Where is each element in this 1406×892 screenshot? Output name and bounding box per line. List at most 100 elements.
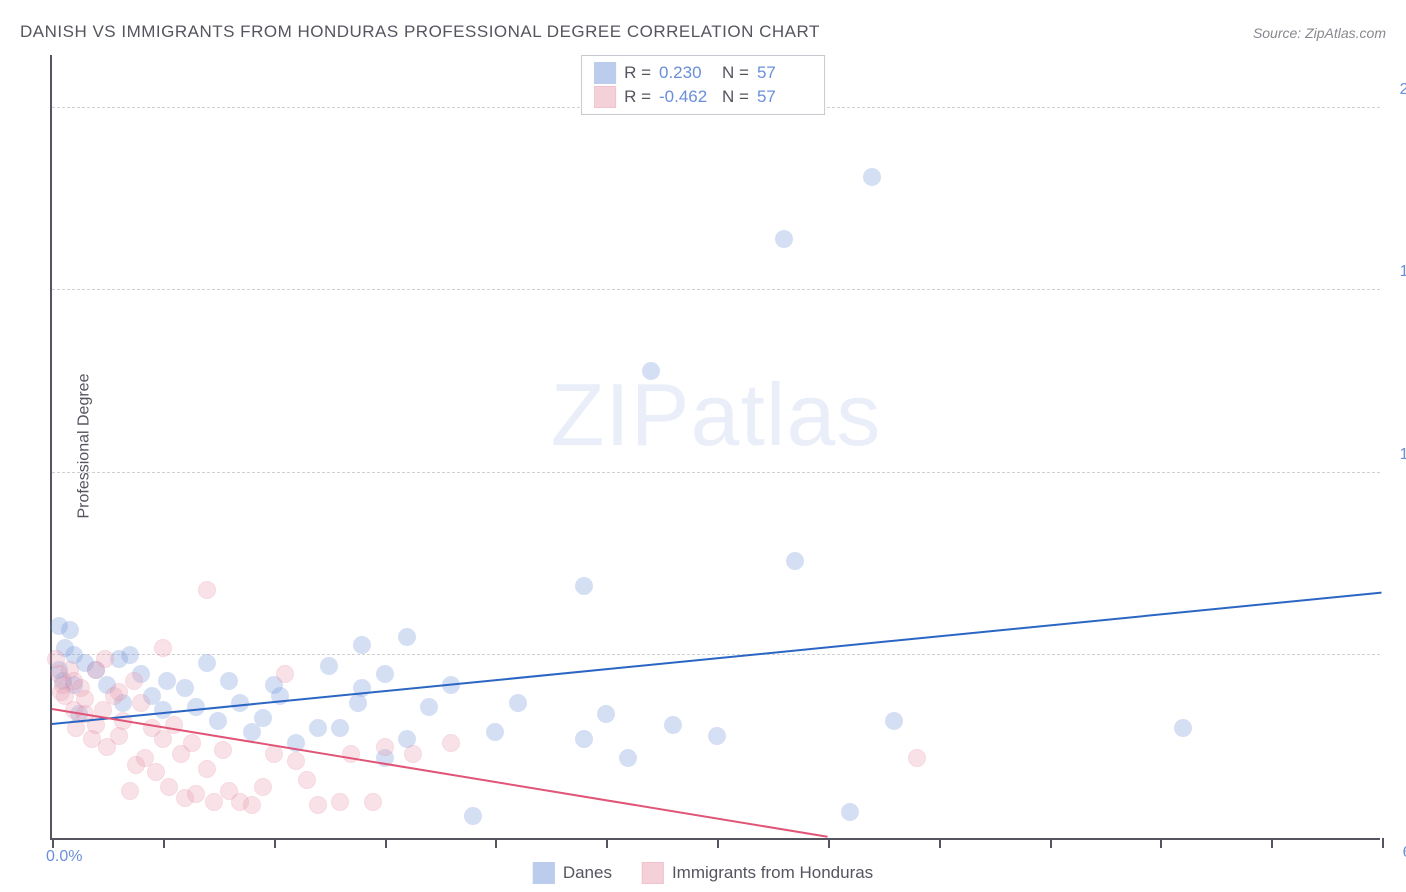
data-point [885, 712, 903, 730]
x-tick [828, 838, 830, 848]
y-tick-label: 20.0% [1400, 81, 1406, 99]
data-point [154, 730, 172, 748]
data-point [254, 778, 272, 796]
x-tick [385, 838, 387, 848]
data-point [276, 665, 294, 683]
trend-line [52, 591, 1382, 724]
x-tick-label: 60.0% [1403, 844, 1406, 862]
data-point [376, 738, 394, 756]
x-tick [163, 838, 165, 848]
gridline [52, 472, 1380, 473]
data-point [187, 698, 205, 716]
r-value-danes: 0.230 [659, 63, 714, 83]
data-point [198, 760, 216, 778]
data-point [486, 723, 504, 741]
data-point [243, 723, 261, 741]
data-point [125, 672, 143, 690]
source-attribution: Source: ZipAtlas.com [1253, 25, 1386, 41]
data-point [863, 168, 881, 186]
data-point [841, 803, 859, 821]
chart-title: DANISH VS IMMIGRANTS FROM HONDURAS PROFE… [20, 22, 820, 42]
legend-row-danes: R = 0.230 N = 57 [594, 61, 812, 85]
r-label: R = [624, 63, 651, 83]
gridline [52, 654, 1380, 655]
data-point [398, 628, 416, 646]
data-point [214, 741, 232, 759]
legend-row-honduras: R = -0.462 N = 57 [594, 85, 812, 109]
n-label: N = [722, 63, 749, 83]
x-tick [717, 838, 719, 848]
data-point [298, 771, 316, 789]
data-point [364, 793, 382, 811]
x-tick [939, 838, 941, 848]
data-point [198, 654, 216, 672]
data-point [331, 793, 349, 811]
x-tick-label: 0.0% [46, 848, 82, 866]
gridline [52, 289, 1380, 290]
data-point [254, 709, 272, 727]
n-value-danes: 57 [757, 63, 812, 83]
data-point [147, 763, 165, 781]
data-point [187, 785, 205, 803]
x-tick [1382, 838, 1384, 848]
swatch-honduras [594, 86, 616, 108]
data-point [1174, 719, 1192, 737]
data-point [642, 362, 660, 380]
watermark-bold: ZIP [551, 365, 691, 464]
data-point [708, 727, 726, 745]
n-value-honduras: 57 [757, 87, 812, 107]
y-tick-label: 10.0% [1400, 446, 1406, 464]
data-point [464, 807, 482, 825]
y-tick-label: 15.0% [1400, 263, 1406, 281]
r-label: R = [624, 87, 651, 107]
swatch-honduras-icon [642, 862, 664, 884]
data-point [198, 581, 216, 599]
data-point [209, 712, 227, 730]
data-point [575, 577, 593, 595]
data-point [575, 730, 593, 748]
data-point [309, 719, 327, 737]
x-tick [606, 838, 608, 848]
x-tick [1050, 838, 1052, 848]
data-point [786, 552, 804, 570]
data-point [121, 782, 139, 800]
swatch-danes-icon [533, 862, 555, 884]
data-point [597, 705, 615, 723]
n-label: N = [722, 87, 749, 107]
data-point [121, 646, 139, 664]
legend-item-danes: Danes [533, 862, 612, 884]
data-point [243, 796, 261, 814]
data-point [420, 698, 438, 716]
series-label-honduras: Immigrants from Honduras [672, 863, 873, 883]
data-point [160, 778, 178, 796]
correlation-legend: R = 0.230 N = 57 R = -0.462 N = 57 [581, 55, 825, 115]
data-point [309, 796, 327, 814]
data-point [61, 621, 79, 639]
swatch-danes [594, 62, 616, 84]
watermark: ZIPatlas [551, 364, 882, 466]
data-point [287, 752, 305, 770]
data-point [376, 665, 394, 683]
data-point [220, 672, 238, 690]
x-tick [274, 838, 276, 848]
x-tick [495, 838, 497, 848]
series-label-danes: Danes [563, 863, 612, 883]
data-point [353, 636, 371, 654]
scatter-plot-area: ZIPatlas 5.0%10.0%15.0%20.0%0.0%60.0% [50, 55, 1380, 840]
data-point [76, 690, 94, 708]
series-legend: Danes Immigrants from Honduras [533, 862, 873, 884]
legend-item-honduras: Immigrants from Honduras [642, 862, 873, 884]
data-point [908, 749, 926, 767]
data-point [183, 734, 201, 752]
r-value-honduras: -0.462 [659, 87, 714, 107]
data-point [96, 650, 114, 668]
watermark-thin: atlas [691, 365, 882, 464]
data-point [619, 749, 637, 767]
x-tick [1271, 838, 1273, 848]
data-point [331, 719, 349, 737]
data-point [110, 683, 128, 701]
data-point [509, 694, 527, 712]
data-point [664, 716, 682, 734]
data-point [775, 230, 793, 248]
x-tick [1160, 838, 1162, 848]
